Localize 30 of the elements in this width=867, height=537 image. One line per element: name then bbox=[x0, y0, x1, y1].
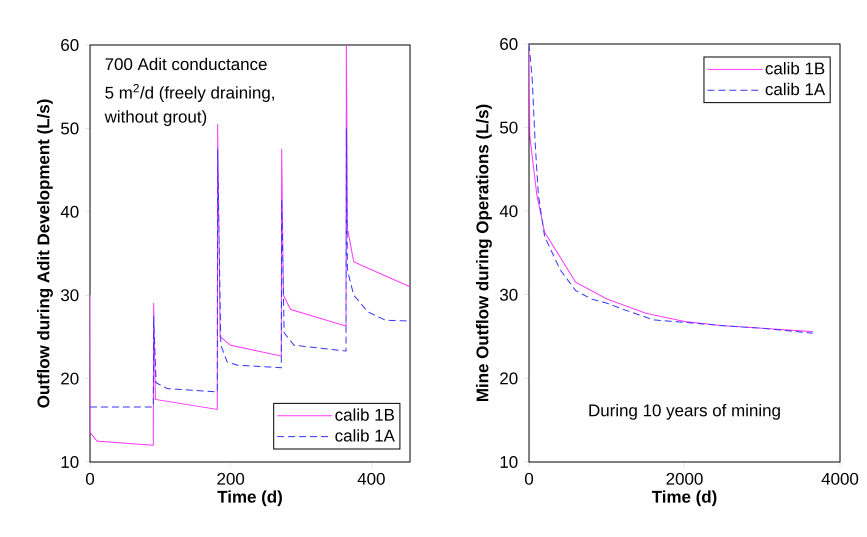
y-tick-label: 10 bbox=[500, 456, 518, 468]
x-tick-label: 0 bbox=[524, 472, 534, 485]
y-tick-label: 40 bbox=[60, 206, 79, 218]
y-tick-label: 40 bbox=[500, 205, 518, 218]
y-axis-title: Outflow during Adit Development (L/s) bbox=[36, 100, 53, 408]
x-tick-label: 200 bbox=[217, 472, 244, 485]
y-tick-label: 60 bbox=[61, 38, 79, 51]
annotation: without grout) bbox=[104, 110, 206, 126]
legend-label: calib 1B bbox=[335, 408, 394, 421]
x-axis-title: Time (d) bbox=[217, 490, 282, 506]
legend-label: calib 1A bbox=[766, 82, 826, 96]
y-tick-label: 50 bbox=[61, 122, 79, 134]
legend-label: calib 1A bbox=[335, 429, 395, 442]
y-tick-label: 50 bbox=[500, 122, 518, 134]
x-tick-label: 4000 bbox=[822, 472, 858, 485]
y-tick-label: 30 bbox=[60, 289, 79, 302]
y-tick-label: 20 bbox=[61, 372, 79, 385]
legend-label: calib 1B bbox=[766, 62, 824, 74]
x-tick-label: 0 bbox=[86, 472, 94, 485]
x-axis-title: Time (d) bbox=[652, 490, 716, 506]
y-axis-title: Mine Outflow during Operations (L/s) bbox=[476, 104, 492, 401]
annotation: 700 Adit conductance bbox=[105, 58, 267, 70]
y-tick-label: 10 bbox=[62, 456, 79, 468]
annotation: 5 m$^{2}$/d (freely draining, bbox=[105, 84, 274, 102]
x-tick-label: 400 bbox=[358, 472, 385, 485]
y-tick-label: 30 bbox=[500, 288, 518, 301]
annotation: During 10 years of mining bbox=[589, 404, 780, 420]
x-tick-label: 2000 bbox=[666, 472, 703, 485]
y-tick-label: 20 bbox=[500, 372, 518, 384]
y-tick-label: 60 bbox=[500, 38, 518, 50]
